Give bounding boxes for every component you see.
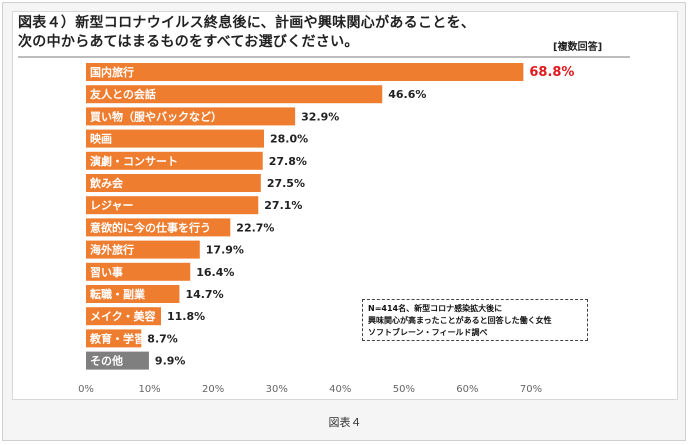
bar-4 bbox=[86, 151, 263, 170]
source-note-line-1: N=414名、新型コロナ感染拡大後に bbox=[368, 304, 503, 313]
value-label-0: 68.8% bbox=[529, 65, 574, 80]
value-label-13: 9.9% bbox=[155, 355, 186, 368]
source-note: N=414名、新型コロナ感染拡大後に 興味関心が高まったことがあると回答した働く… bbox=[362, 299, 588, 341]
category-label-4: 演劇・コンサート bbox=[90, 154, 178, 168]
category-label-12: 教育・学習 bbox=[89, 331, 145, 345]
category-label-9: 習い事 bbox=[90, 265, 123, 279]
category-label-2: 買い物（服やバックなど） bbox=[90, 109, 222, 123]
category-label-1: 友人との会話 bbox=[90, 87, 156, 101]
value-label-8: 17.9% bbox=[206, 244, 244, 257]
value-label-5: 27.5% bbox=[267, 177, 305, 190]
bar-5 bbox=[86, 174, 261, 192]
category-label-13: その他 bbox=[90, 354, 123, 368]
source-note-line-2: 興味関心が高まったことがあると回答した働く女性 bbox=[368, 316, 552, 325]
source-note-line-3: ソフトブレーン・フィールド調べ bbox=[368, 328, 488, 337]
bar-2 bbox=[86, 107, 296, 126]
bar-8 bbox=[86, 240, 200, 259]
value-label-1: 46.6% bbox=[388, 88, 426, 101]
bar-6 bbox=[86, 196, 259, 215]
chart-title-line-2: 次の中からあてはまるものをすべてお選びください。 bbox=[18, 34, 359, 50]
value-label-3: 28.0% bbox=[270, 133, 308, 146]
category-label-10: 転職・副業 bbox=[90, 287, 146, 301]
bar-1 bbox=[86, 85, 383, 104]
x-tick-7: 70% bbox=[520, 384, 542, 395]
bar-7 bbox=[86, 218, 231, 237]
category-label-7: 意欲的に今の仕事を行う bbox=[90, 220, 211, 234]
multiple-answer-tag: [複数回答] bbox=[553, 42, 603, 53]
title-divider bbox=[18, 56, 630, 58]
value-label-11: 11.8% bbox=[167, 310, 205, 323]
x-tick-3: 30% bbox=[266, 384, 288, 395]
bar-12 bbox=[86, 329, 142, 348]
x-tick-6: 60% bbox=[456, 384, 478, 395]
bar-13 bbox=[86, 351, 149, 370]
x-tick-0: 0% bbox=[78, 384, 94, 395]
bar-9 bbox=[86, 262, 191, 281]
category-label-3: 映画 bbox=[90, 132, 112, 146]
value-label-9: 16.4% bbox=[196, 266, 234, 279]
value-label-10: 14.7% bbox=[185, 288, 223, 301]
bar-0 bbox=[86, 63, 524, 81]
value-label-12: 8.7% bbox=[147, 332, 178, 345]
category-label-5: 飲み会 bbox=[89, 176, 124, 190]
x-tick-2: 20% bbox=[202, 384, 224, 395]
category-label-11: メイク・美容 bbox=[90, 309, 156, 323]
value-label-4: 27.8% bbox=[269, 155, 307, 168]
bar-3 bbox=[86, 129, 264, 148]
value-label-7: 22.7% bbox=[236, 221, 274, 234]
chart-title: 図表４）新型コロナウイルス終息後に、計画や興味関心があることを、 次の中からあて… bbox=[18, 14, 518, 52]
category-label-0: 国内旅行 bbox=[90, 65, 134, 79]
chart-title-line-1: 図表４）新型コロナウイルス終息後に、計画や興味関心があることを、 bbox=[18, 15, 476, 31]
bar-11 bbox=[86, 307, 162, 326]
value-label-2: 32.9% bbox=[301, 110, 339, 123]
x-tick-5: 50% bbox=[393, 384, 415, 395]
figure-caption: 図表４ bbox=[328, 416, 362, 429]
x-tick-4: 40% bbox=[329, 384, 351, 395]
value-label-6: 27.1% bbox=[264, 199, 302, 212]
category-label-8: 海外旅行 bbox=[90, 243, 134, 257]
x-tick-1: 10% bbox=[138, 384, 160, 395]
bar-10 bbox=[86, 285, 180, 303]
category-label-6: レジャー bbox=[90, 199, 133, 212]
